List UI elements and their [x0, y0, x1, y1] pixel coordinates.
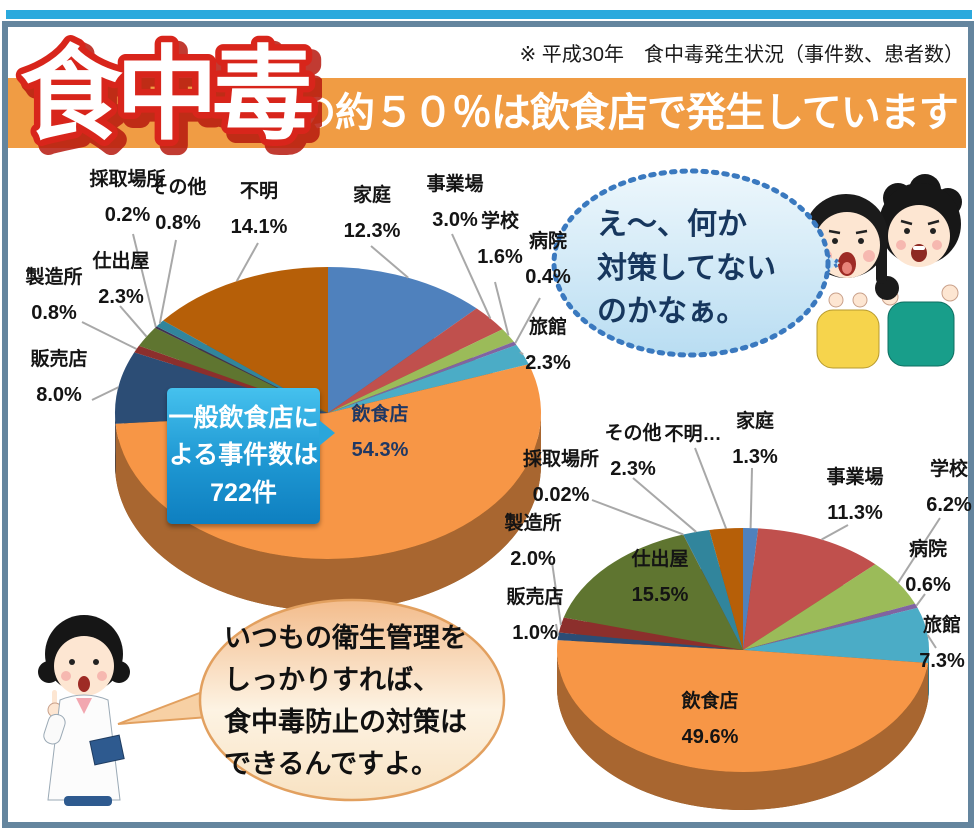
doctor-character — [38, 615, 130, 806]
slice-percent: 8.0% — [36, 383, 82, 406]
slice-percent: 1.3% — [732, 445, 778, 468]
callout-line: 一般飲食店に — [168, 403, 319, 432]
slice-name: 不明 — [239, 181, 278, 202]
slice-percent: 0.02% — [532, 483, 590, 506]
pie1-label-inshokuten: 飲食店 54.3% — [338, 404, 422, 461]
pie1-label-gakko: 学校 1.6% — [460, 211, 540, 268]
slice-percent: 0.2% — [104, 203, 151, 226]
slice-name: 学校 — [929, 459, 968, 480]
slice-percent: 1.6% — [477, 245, 523, 268]
slice-name: 販売店 — [506, 587, 564, 608]
slice-percent: 1.0% — [512, 621, 558, 644]
incident-count-callout: 一般飲食店に よる事件数は 722件 — [167, 388, 335, 524]
slice-name: 旅館 — [922, 615, 961, 636]
slice-name: 不明… — [664, 424, 722, 445]
pie2-label-katei: 家庭 1.3% — [722, 411, 788, 468]
doctor-speech-text: いつもの衛生管理を しっかりすれば、 食中毒防止の対策は できるんですよ。 — [224, 623, 467, 779]
slice-percent: 2.3% — [610, 457, 656, 480]
slice-percent: 2.0% — [510, 547, 556, 570]
pie2-label-saishubasho: 採取場所 0.02% — [518, 449, 604, 506]
slice-name: 飲食店 — [351, 404, 409, 425]
pie2-label-gakko: 学校 6.2% — [918, 459, 980, 516]
pie2-label-sonota: その他 2.3% — [598, 423, 668, 480]
speech-bubble-doctor — [117, 598, 506, 802]
pie1-label-fumei: 不明 14.1% — [213, 181, 305, 238]
slice-percent: 7.3% — [919, 649, 965, 672]
title-shadow: 食中毒 — [27, 45, 319, 159]
slice-percent: 11.3% — [827, 501, 883, 524]
slice-name: 販売店 — [30, 349, 88, 370]
pie1-label-ryokan: 旅館 2.3% — [516, 317, 580, 374]
kids-speech-text: え～、何か 対策してない のかなぁ。 — [597, 208, 777, 328]
slice-name: 製造所 — [504, 513, 562, 534]
pie1-label-shidashiya: 仕出屋 2.3% — [82, 251, 160, 308]
source-note: ※ 平成30年 食中毒発生状況（事件数、患者数） — [519, 44, 964, 66]
slice-percent: 2.3% — [98, 285, 144, 308]
pie1-label-jigyojo: 事業場 3.0% — [413, 174, 497, 231]
pie1-label-katei: 家庭 12.3% — [328, 185, 416, 242]
slice-percent: 14.1% — [230, 215, 288, 238]
slice-name: 事業場 — [426, 174, 484, 195]
slice-percent: 49.6% — [681, 725, 739, 748]
slice-name: 病院 — [908, 539, 947, 560]
callout-line: よる事件数は — [168, 441, 319, 470]
pie1-label-saishubasho: 採取場所 0.2% — [70, 169, 185, 226]
main-title: 食中毒 食中毒 — [14, 32, 323, 161]
pie1-label-byoin: 病院 0.4% — [516, 231, 580, 288]
pie1-label-seizojo: 製造所 0.8% — [18, 267, 90, 324]
slice-percent: 3.0% — [432, 208, 478, 231]
title-text: 食中毒 — [20, 38, 312, 152]
pie1-label-sonota: その他 0.8% — [138, 177, 218, 234]
slice-percent: 6.2% — [926, 493, 972, 516]
slice-percent: 15.5% — [631, 583, 689, 606]
slice-name: 病院 — [528, 231, 567, 252]
slice-name: 製造所 — [25, 267, 83, 288]
headline-text: の約５０％は飲食店で発生しています — [296, 91, 959, 135]
leader-lines — [81, 233, 941, 649]
boy-character — [879, 174, 962, 367]
pie2-label-inshokuten: 飲食店 49.6% — [668, 691, 752, 748]
callout-line: 722件 — [210, 478, 277, 507]
patients-pie — [556, 528, 929, 811]
slice-percent: 0.4% — [525, 265, 571, 288]
slice-name: その他 — [149, 177, 207, 198]
slice-percent: 2.3% — [525, 351, 571, 374]
speech-bubble-kids — [551, 168, 844, 358]
slice-name: 事業場 — [826, 467, 884, 488]
top-cyan-band — [6, 10, 972, 19]
slice-percent: 54.3% — [351, 438, 409, 461]
pie2-label-ryokan: 旅館 7.3% — [910, 615, 974, 672]
slice-percent: 0.6% — [905, 573, 951, 596]
slice-percent: 0.8% — [155, 211, 201, 234]
slice-name: その他 — [604, 423, 662, 444]
slice-name: 学校 — [480, 211, 519, 232]
slice-percent: 0.8% — [31, 301, 77, 324]
slice-name: 採取場所 — [522, 449, 599, 470]
pie2-label-shidashiya: 仕出屋 15.5% — [620, 549, 700, 606]
slice-name: 仕出屋 — [631, 549, 689, 570]
pie2-label-jigyojo: 事業場 11.3% — [816, 467, 894, 524]
pie2-label-fumei: 不明… — [662, 424, 724, 446]
slice-name: 旅館 — [528, 317, 567, 338]
slice-name: 仕出屋 — [92, 251, 150, 272]
slice-name: 家庭 — [352, 185, 391, 206]
slice-name: 飲食店 — [681, 691, 739, 712]
slice-name: 家庭 — [735, 411, 774, 432]
slice-name: 採取場所 — [89, 169, 166, 190]
pie2-label-byoin: 病院 0.6% — [896, 539, 960, 596]
pie2-label-seizojo: 製造所 2.0% — [498, 513, 568, 570]
slice-percent: 12.3% — [343, 219, 401, 242]
pie1-label-hanbaiten: 販売店 8.0% — [20, 349, 98, 406]
headline-banner: の約５０％は飲食店で発生しています — [8, 78, 966, 148]
pie2-label-hanbaiten: 販売店 1.0% — [500, 587, 570, 644]
